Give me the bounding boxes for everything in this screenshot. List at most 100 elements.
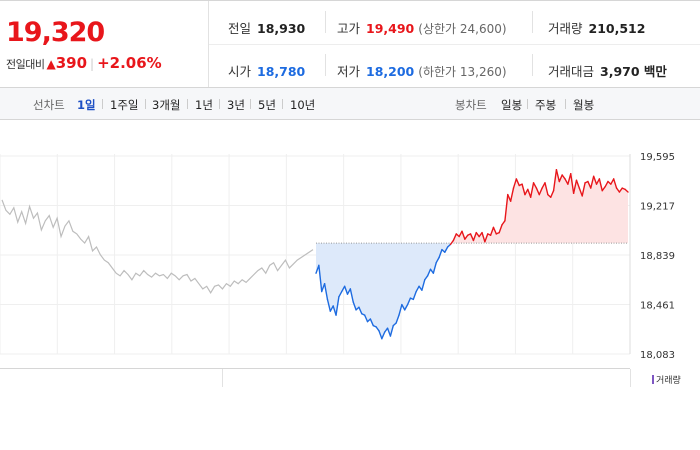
open-value: 18,780	[257, 64, 306, 79]
price-line-up	[561, 174, 566, 180]
divider	[102, 99, 103, 109]
price-line-up	[504, 193, 509, 222]
price-line-down	[412, 290, 417, 301]
y-tick-label: 19,217	[640, 202, 675, 213]
price-line-up	[567, 172, 572, 185]
price-line-up	[524, 188, 529, 196]
price-line-up	[581, 182, 586, 197]
price-chart: 18,083 18,461 18,839 19,217 19,595	[0, 152, 675, 361]
candle-monthly-button[interactable]: 월봉	[573, 98, 595, 112]
price-line-up	[587, 180, 592, 189]
price-line-up	[550, 190, 555, 198]
price-line-down	[323, 282, 329, 301]
price-line-up	[552, 169, 558, 192]
volume-legend-label: 거래량	[656, 376, 681, 386]
candle-chart-label: 봉차트	[455, 98, 487, 112]
divider	[532, 54, 533, 76]
price-line-up	[509, 187, 515, 202]
volume-divider	[222, 369, 223, 387]
price-line-down	[395, 314, 400, 324]
price-line-up	[461, 230, 466, 240]
price-line-up	[575, 179, 581, 189]
line-chart-label: 선차트	[33, 98, 65, 112]
candle-weekly-button[interactable]: 주봉	[535, 98, 557, 112]
price-line-down	[358, 306, 363, 315]
trade-value: 3,970 백만	[600, 64, 667, 79]
price-line-down	[381, 331, 386, 340]
price-line-up	[458, 230, 463, 238]
price-line-up	[532, 182, 538, 189]
price-change: 전일대비 ▲390 | +2.06%	[6, 54, 162, 72]
price-line-up	[612, 178, 618, 189]
price-line-down	[338, 290, 343, 298]
price-line-down	[415, 285, 420, 293]
prev-close-label: 전일	[228, 21, 252, 36]
volume-value: 210,512	[588, 21, 646, 36]
period-3m-button[interactable]: 3개월	[152, 98, 181, 112]
candle-daily-button[interactable]: 일봉	[501, 98, 523, 112]
price-line-up	[492, 226, 498, 235]
price-line-up	[521, 183, 526, 196]
divider	[145, 99, 146, 109]
price-line-down	[343, 285, 349, 295]
price-line-down	[432, 262, 437, 274]
price-line-up	[515, 178, 520, 187]
lower-limit: (하한가 13,260)	[418, 65, 507, 79]
period-1w-button[interactable]: 1주일	[110, 98, 139, 112]
price-line-down	[349, 288, 354, 303]
prev-close-value: 18,930	[257, 21, 306, 36]
price-line-down	[375, 326, 380, 332]
change-amount: 390	[55, 54, 88, 72]
price-line-up	[618, 187, 623, 193]
price-line-down	[335, 296, 340, 316]
price-line-up	[578, 187, 583, 197]
divider	[187, 99, 188, 109]
divider	[219, 99, 220, 109]
divider	[282, 99, 283, 109]
price-line-up	[598, 178, 603, 192]
price-line-down	[332, 305, 337, 316]
price-line-up	[529, 182, 535, 198]
period-5y-button[interactable]: 5년	[258, 98, 276, 112]
price-line-down	[435, 256, 440, 264]
price-line-down	[389, 324, 394, 337]
low-label: 저가	[337, 64, 361, 79]
trade-value-cell: 거래대금 3,970 백만	[548, 61, 667, 80]
up-arrow-icon: ▲	[46, 57, 56, 71]
price-line-up	[449, 239, 455, 246]
price-line-up	[527, 188, 532, 198]
open-label: 시가	[228, 64, 252, 79]
y-tick-label: 18,461	[640, 301, 675, 312]
low-cell: 저가 18,200 (하한가 13,260)	[337, 61, 507, 80]
price-line-up	[489, 226, 495, 236]
change-percent: +2.06%	[97, 54, 162, 72]
period-1d-button[interactable]: 1일	[77, 98, 96, 112]
period-10y-button[interactable]: 10년	[290, 98, 316, 112]
previous-day-line	[1, 199, 314, 295]
divider	[325, 54, 326, 76]
price-line-up	[610, 178, 615, 185]
period-1y-button[interactable]: 1년	[195, 98, 213, 112]
price-line-up	[472, 231, 477, 242]
up-area	[453, 169, 628, 244]
price-line-up	[464, 234, 469, 240]
price-line-up	[592, 175, 598, 185]
price-line-up	[590, 175, 595, 189]
price-line-down	[386, 327, 392, 337]
high-cell: 고가 19,490 (상한가 24,600)	[337, 18, 507, 37]
price-line-up	[570, 172, 575, 195]
divider	[527, 99, 528, 109]
price-line-down	[326, 298, 332, 312]
y-tick-label: 19,595	[640, 152, 675, 163]
divider	[250, 99, 251, 109]
down-area	[316, 243, 454, 339]
price-line-down	[363, 314, 369, 323]
price-line-down	[444, 246, 449, 253]
high-label: 고가	[337, 21, 361, 36]
upper-limit: (상한가 24,600)	[418, 22, 507, 36]
divider: |	[90, 57, 95, 71]
volume-legend: 거래량	[652, 373, 681, 386]
price-line-up	[544, 182, 549, 196]
period-3y-button[interactable]: 3년	[227, 98, 245, 112]
